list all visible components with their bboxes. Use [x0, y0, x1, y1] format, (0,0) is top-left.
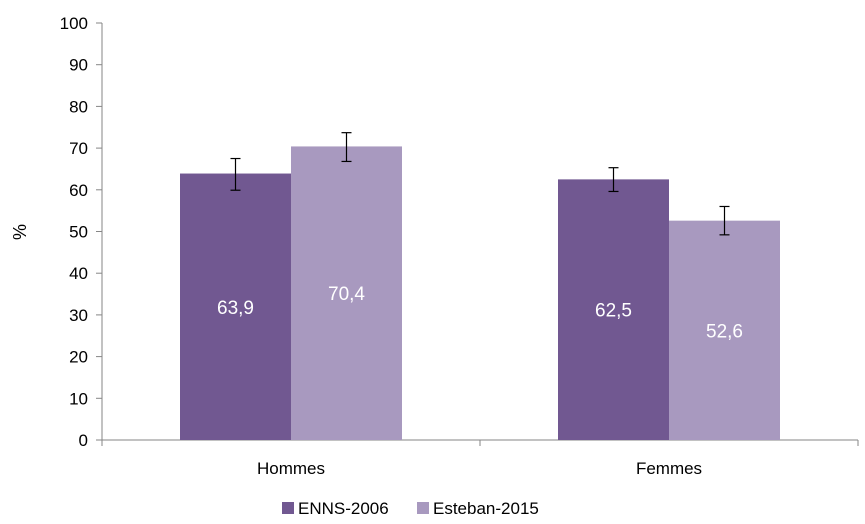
data-label: 62,5 [595, 301, 632, 322]
bar [558, 179, 669, 440]
y-tick-label: 50 [69, 223, 88, 242]
y-tick-label: 80 [69, 97, 88, 116]
legend-swatch [417, 502, 429, 514]
y-tick-label: 70 [69, 139, 88, 158]
y-tick-label: 60 [69, 181, 88, 200]
x-tick-label: Femmes [636, 459, 702, 478]
legend: ENNS-2006 Esteban-2015 [282, 499, 539, 518]
y-tick-label: 20 [69, 348, 88, 367]
y-tick-label: 40 [69, 264, 88, 283]
data-label: 70,4 [328, 284, 365, 305]
axes: 0 10 20 30 40 50 60 70 80 90 100 Hommes Femmes [60, 14, 859, 478]
x-tick-label: Hommes [257, 459, 325, 478]
y-tick-label: 10 [69, 389, 88, 408]
bar [669, 220, 780, 440]
bar [180, 173, 291, 441]
legend-label: Esteban-2015 [433, 499, 539, 518]
bars [180, 146, 780, 441]
legend-label: ENNS-2006 [298, 499, 389, 518]
bar [291, 146, 402, 440]
y-axis-title: % [10, 224, 30, 240]
error-bars [230, 132, 730, 236]
y-tick-label: 30 [69, 306, 88, 325]
data-label: 63,9 [217, 298, 254, 319]
y-tick-label: 100 [60, 14, 88, 33]
data-labels: 63,9 70,4 62,5 52,6 [217, 284, 743, 342]
data-label: 52,6 [706, 321, 743, 342]
y-tick-label: 90 [69, 56, 88, 75]
y-tick-label: 0 [79, 431, 88, 450]
legend-swatch [282, 502, 294, 514]
